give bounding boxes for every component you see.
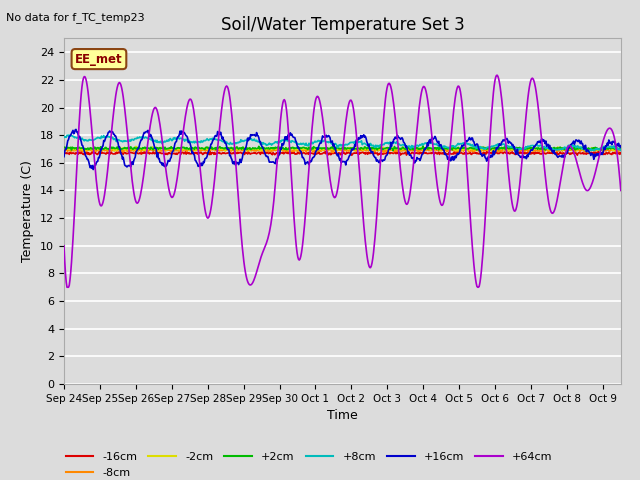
Legend: -16cm, -8cm, -2cm, +2cm, +8cm, +16cm, +64cm: -16cm, -8cm, -2cm, +2cm, +8cm, +16cm, +6… [61,448,557,480]
Text: No data for f_TC_temp23: No data for f_TC_temp23 [6,12,145,23]
Text: EE_met: EE_met [75,53,123,66]
Title: Soil/Water Temperature Set 3: Soil/Water Temperature Set 3 [221,16,464,34]
Y-axis label: Temperature (C): Temperature (C) [22,160,35,262]
X-axis label: Time: Time [327,409,358,422]
